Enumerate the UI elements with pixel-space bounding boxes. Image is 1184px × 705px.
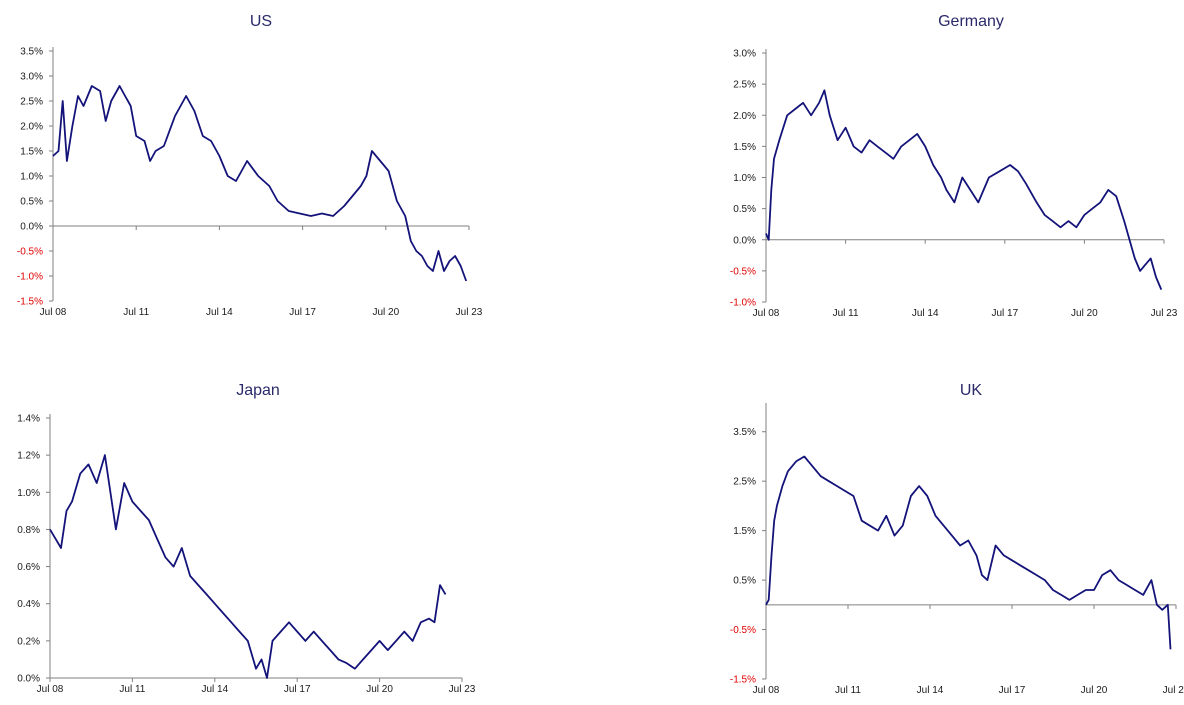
y-tick-label: 0.6% (17, 562, 40, 573)
x-tick-label: Jul 14 (917, 685, 944, 696)
chart-panel-germany: Germany 3.0% 2.5% 2.0% 1.5% 1.0% 0.5% 0.0% -0.5… (600, 0, 1184, 340)
y-tick-label: 3.5% (733, 427, 756, 438)
y-tick-label: 2.5% (20, 97, 43, 108)
x-tick-label: Jul 23 (449, 684, 476, 695)
y-tick-label: 0.5% (733, 576, 756, 587)
y-tick-label: 3.5% (20, 47, 43, 58)
y-tick-label: 2.5% (733, 80, 756, 91)
chart-title: US (249, 13, 273, 30)
y-tick-label: 2.5% (733, 477, 756, 488)
y-tick-label: 1.0% (17, 488, 40, 499)
x-tick-label: Jul 17 (999, 685, 1026, 696)
chart-svg: 1.4% 1.2% 1.0% 0.8% 0.6% 0.4% 0.2% 0.0%Jul 08 Ju… (17, 414, 476, 696)
y-tick-label: 1.2% (17, 451, 40, 462)
y-tick-label: -1.0% (730, 298, 756, 309)
y-tick-label: 1.0% (20, 172, 43, 183)
y-tick-label: 0.0% (17, 674, 40, 685)
chart-svg: 3.5% 3.0% 2.5% 2.0% 1.5% 1.0% 0.5% 0.0% -0.5% -1.… (17, 47, 483, 319)
chart-svg: 3.5% 2.5% 1.5% 0.5% -0.5% -1.5%Jul 08 Jul 11 Ju… (730, 403, 1184, 696)
x-tick-label: Jul 08 (753, 685, 780, 696)
y-tick-label: 0.0% (20, 222, 43, 233)
x-tick-label: Jul 20 (1071, 308, 1098, 319)
y-tick-label: -1.5% (17, 297, 43, 308)
x-tick-label: Jul 20 (366, 684, 393, 695)
y-tick-label: 1.5% (733, 526, 756, 537)
y-tick-label: -1.5% (730, 675, 756, 686)
series-line (765, 89, 1163, 290)
x-tick-label: Jul 11 (123, 307, 149, 318)
x-tick-label: Jul 20 (1081, 685, 1108, 696)
series-line (52, 85, 468, 282)
chart-panel-japan: Japan 1.4% 1.2% 1.0% 0.8% 0.6% 0.4% 0.2% 0.0% Ju… (0, 370, 560, 705)
chart-panel-uk: UK 3.5% 2.5% 1.5% 0.5% -0.5% -1.5% Jul 08 Jul 1… (600, 370, 1184, 705)
x-tick-label: Jul 14 (912, 308, 939, 319)
x-tick-label: Jul 08 (753, 308, 780, 319)
chart-title: Japan (236, 382, 280, 399)
series-line (49, 454, 447, 679)
y-tick-label: 1.0% (733, 173, 756, 184)
x-tick-label: Jul 14 (201, 684, 228, 695)
chart-svg: 3.0%2.5%2.0%1.5%1.0%0.5%0.0%-0.5%-1.0%Ju… (730, 49, 1178, 320)
y-tick-label: -0.5% (17, 247, 43, 258)
x-tick-label: Jul 20 (372, 307, 399, 318)
y-tick-label: 2.0% (20, 122, 43, 133)
y-tick-label: 1.5% (20, 147, 43, 158)
x-tick-label: Jul 08 (40, 307, 67, 318)
x-tick-label: Jul 17 (284, 684, 311, 695)
x-tick-label: Jul 23 (1163, 685, 1184, 696)
y-tick-label: 0.4% (17, 599, 40, 610)
x-tick-label: Jul 08 (37, 684, 64, 695)
y-tick-label: -1.0% (17, 272, 43, 283)
y-tick-label: 3.0% (20, 72, 43, 83)
y-tick-label: 3.0% (733, 49, 756, 60)
y-tick-label: 0.8% (17, 525, 40, 536)
chart-title: Germany (938, 13, 1004, 30)
series-line (765, 455, 1172, 650)
y-tick-label: 1.5% (733, 142, 756, 153)
y-tick-label: 1.4% (17, 414, 40, 425)
x-tick-label: Jul 11 (119, 684, 145, 695)
x-tick-label: Jul 23 (1151, 308, 1178, 319)
y-tick-label: 0.2% (17, 636, 40, 647)
y-tick-label: -0.5% (730, 266, 756, 277)
y-tick-label: -0.5% (730, 625, 756, 636)
y-tick-label: 0.5% (20, 197, 43, 208)
chart-title: UK (959, 382, 983, 399)
y-tick-label: 0.5% (733, 204, 756, 215)
x-tick-label: Jul 11 (835, 685, 861, 696)
x-tick-label: Jul 11 (833, 308, 859, 319)
x-tick-label: Jul 17 (991, 308, 1018, 319)
y-tick-label: 0.0% (733, 235, 756, 246)
y-tick-label: 2.0% (733, 111, 756, 122)
x-tick-label: Jul 14 (206, 307, 233, 318)
x-tick-label: Jul 23 (456, 307, 483, 318)
chart-panel-us: US 3.5% 3.0% 2.5% 2.0% 1.5% 1.0% 0.5% 0.0% -0.5%… (0, 0, 560, 340)
x-tick-label: Jul 17 (289, 307, 316, 318)
